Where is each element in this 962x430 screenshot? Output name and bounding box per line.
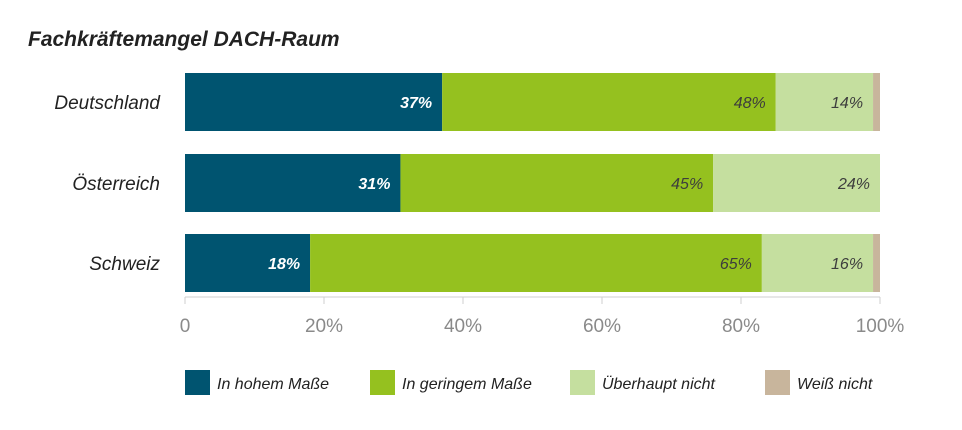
bar-schweiz-in-geringem-masse xyxy=(310,234,762,292)
x-tick-label: 0 xyxy=(180,316,191,337)
legend-swatch-in-hohem-masse xyxy=(185,370,210,395)
x-tick-label: 40% xyxy=(444,316,482,337)
x-tick-label: 100% xyxy=(856,316,905,337)
legend-label-in-hohem-masse: In hohem Maße xyxy=(217,376,329,393)
bar-schweiz-weiss-nicht xyxy=(873,234,880,292)
chart-title: Fachkräftemangel DACH-Raum xyxy=(28,28,340,51)
data-label: 18% xyxy=(268,256,300,273)
category-labels: Deutschland Österreich Schweiz xyxy=(54,93,161,275)
x-axis: 0 20% 40% 60% 80% 100% xyxy=(180,296,905,337)
bar-deutschland-uberhaupt-nicht xyxy=(775,73,874,131)
legend-label-uberhaupt-nicht: Überhaupt nicht xyxy=(602,375,716,393)
legend-swatch-in-geringem-masse xyxy=(370,370,395,395)
bar-deutschland-in-geringem-masse xyxy=(442,73,776,131)
bar-schweiz-uberhaupt-nicht xyxy=(761,234,874,292)
bar-schweiz-in-hohem-masse xyxy=(185,234,311,292)
category-label-schweiz: Schweiz xyxy=(89,254,160,275)
legend-swatch-weiss-nicht xyxy=(765,370,790,395)
data-label: 24% xyxy=(837,176,870,193)
value-labels: 37% 48% 14% 31% 45% 24% 18% 65% 16% xyxy=(268,95,870,273)
x-tick-label: 80% xyxy=(722,316,760,337)
data-label: 16% xyxy=(831,256,863,273)
bar-osterreich-in-hohem-masse xyxy=(185,154,401,212)
legend: In hohem Maße In geringem Maße Überhaupt n… xyxy=(185,370,873,395)
data-label: 37% xyxy=(400,95,432,112)
bars xyxy=(185,73,880,292)
x-tick-label: 20% xyxy=(305,316,343,337)
bar-deutschland-weiss-nicht xyxy=(873,73,880,131)
bar-osterreich-uberhaupt-nicht xyxy=(713,154,880,212)
data-label: 14% xyxy=(831,95,863,112)
bar-deutschland-in-hohem-masse xyxy=(185,73,443,131)
category-label-osterreich: Österreich xyxy=(72,174,160,195)
x-tick-label: 60% xyxy=(583,316,621,337)
legend-label-weiss-nicht: Weiß nicht xyxy=(797,376,873,393)
data-label: 31% xyxy=(358,176,390,193)
category-label-deutschland: Deutschland xyxy=(54,93,161,114)
data-label: 45% xyxy=(671,176,703,193)
data-label: 65% xyxy=(720,256,752,273)
legend-label-in-geringem-masse: In geringem Maße xyxy=(402,376,532,393)
data-label: 48% xyxy=(734,95,766,112)
legend-swatch-uberhaupt-nicht xyxy=(570,370,595,395)
bar-osterreich-in-geringem-masse xyxy=(400,154,714,212)
